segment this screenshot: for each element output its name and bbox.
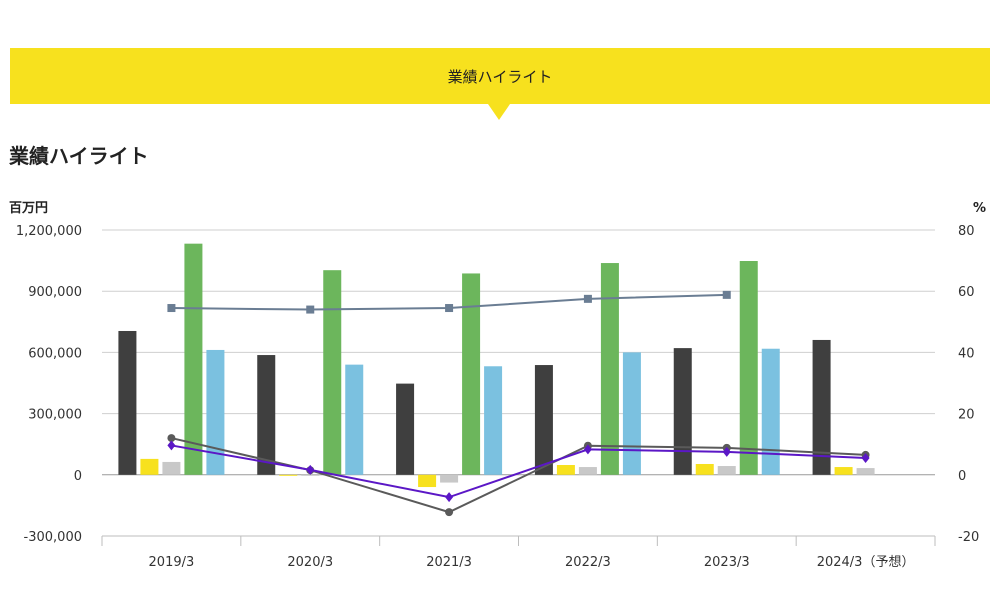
left-tick-label: 1,200,000 — [16, 224, 82, 239]
series-line — [171, 444, 866, 499]
x-tick-label: 2023/3 — [704, 555, 750, 570]
line-point — [583, 444, 592, 455]
x-tick-label: 2024/3（予想） — [817, 554, 915, 570]
section-banner: 業績ハイライト — [10, 48, 990, 104]
x-tick-label: 2019/3 — [149, 555, 195, 570]
line-point — [861, 452, 870, 463]
bar — [600, 263, 619, 475]
bar — [396, 383, 415, 475]
bar — [206, 349, 225, 475]
page-title: 業績ハイライト — [9, 144, 149, 168]
bar — [418, 474, 437, 488]
performance-chart: 1,200,000900,000600,000300,0000-300,000 … — [9, 201, 986, 570]
bar — [556, 465, 575, 475]
x-tick-label: 2022/3 — [565, 555, 611, 570]
bar — [622, 352, 641, 475]
right-tick-label: 40 — [958, 346, 975, 361]
right-tick-label: 0 — [958, 469, 966, 484]
bar — [856, 468, 875, 475]
line-point — [306, 305, 315, 314]
bar — [279, 474, 298, 476]
bar — [739, 261, 758, 475]
right-axis-ticks: 80 60 40 20 0 -20 — [958, 224, 979, 545]
bar — [834, 467, 853, 475]
bar-series — [118, 243, 875, 488]
right-tick-label: -20 — [958, 530, 979, 545]
bar — [761, 348, 780, 475]
right-tick-label: 80 — [958, 224, 975, 239]
bar — [440, 474, 459, 483]
line-point — [445, 508, 454, 517]
bar — [345, 364, 364, 475]
left-axis-unit: 百万円 — [9, 201, 48, 216]
right-tick-label: 60 — [958, 285, 975, 300]
bar — [695, 463, 714, 475]
line-series — [167, 290, 870, 517]
left-tick-label: 900,000 — [28, 285, 82, 300]
left-tick-label: 0 — [74, 469, 82, 484]
line-point — [167, 440, 176, 451]
line-point — [722, 446, 731, 457]
line-point — [722, 290, 731, 299]
left-tick-label: 600,000 — [28, 346, 82, 361]
bar — [118, 330, 137, 475]
bar — [140, 458, 159, 475]
bar — [717, 466, 736, 475]
line-point — [445, 492, 454, 503]
bar — [462, 273, 481, 475]
bar — [184, 243, 203, 475]
bar — [323, 270, 342, 475]
line-point — [583, 294, 592, 303]
left-tick-label: -300,000 — [24, 530, 82, 545]
x-tick-label: 2020/3 — [287, 555, 333, 570]
line-point — [445, 304, 454, 313]
line-point — [306, 464, 315, 475]
chart-gridlines — [102, 229, 935, 476]
right-axis-unit: % — [973, 201, 986, 216]
right-tick-label: 20 — [958, 408, 975, 423]
bar — [257, 355, 276, 475]
bar — [301, 474, 320, 476]
left-axis-ticks: 1,200,000 900,000 600,000 300,000 0 -300,000 — [16, 224, 82, 545]
x-tick-label: 2021/3 — [426, 555, 472, 570]
bar — [162, 461, 181, 475]
banner-title: 業績ハイライト — [447, 67, 553, 86]
bar — [484, 366, 503, 475]
bar — [534, 365, 553, 475]
left-tick-label: 300,000 — [28, 408, 82, 423]
x-axis: 2019/3 2020/3 2021/3 2022/3 2023/3 2024/3（予想） — [101, 535, 936, 570]
bar — [673, 348, 692, 475]
line-point — [167, 434, 176, 443]
bar — [812, 339, 831, 475]
banner-arrow-icon — [488, 104, 510, 120]
bar — [578, 467, 597, 475]
line-point — [167, 304, 176, 313]
